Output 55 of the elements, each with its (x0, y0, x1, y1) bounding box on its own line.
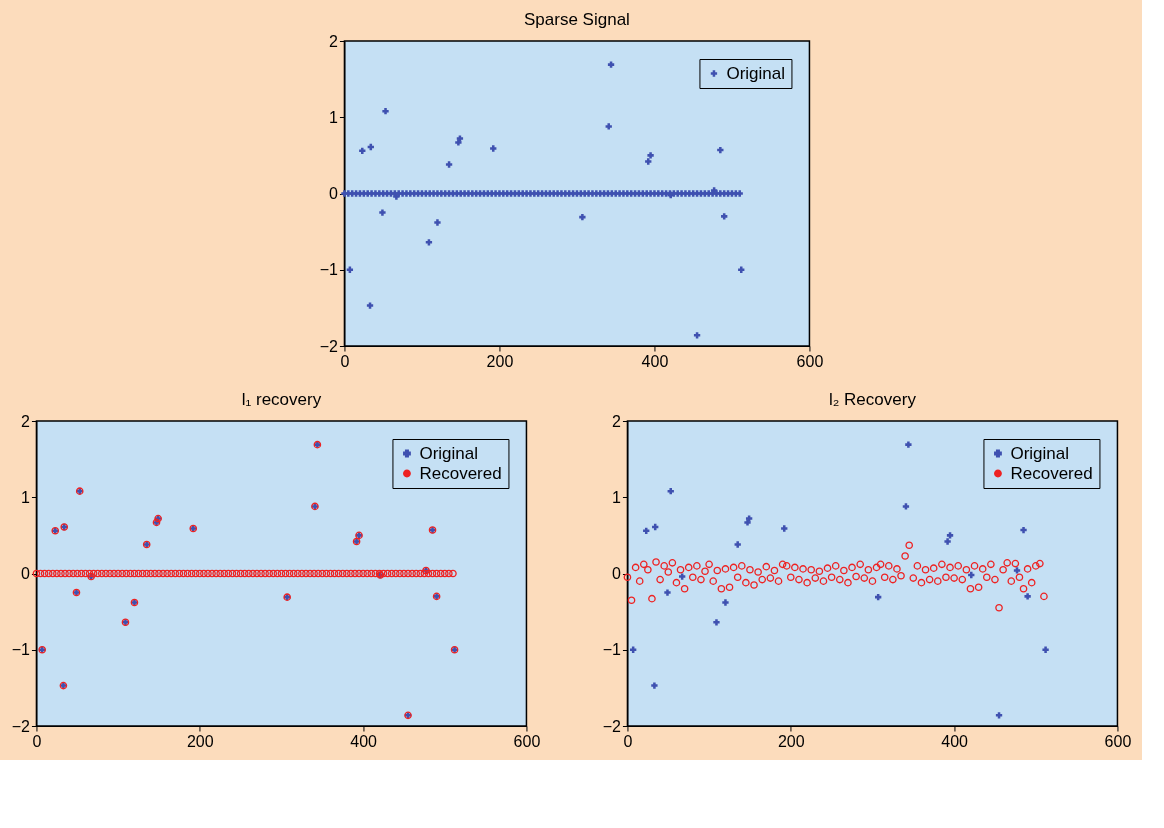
legend-label: Original (1010, 443, 1070, 463)
x-tick-label: 600 (1104, 732, 1132, 750)
point (679, 573, 686, 580)
legend-label: Original (726, 63, 786, 83)
y-tick-label: 0 (612, 565, 622, 582)
chart-title: Sparse Signal (524, 10, 630, 29)
x-tick-label: 600 (796, 352, 824, 370)
legend-label: Recovered (419, 463, 502, 483)
y-tick-label: 2 (612, 412, 622, 430)
point (781, 525, 788, 532)
point (902, 503, 910, 510)
y-tick-label: −1 (319, 261, 339, 279)
y-tick-label: −2 (11, 717, 31, 735)
y-tick-label: 0 (329, 185, 339, 202)
y-tick-label: −1 (11, 641, 31, 659)
chart-title: l₁ recovery (241, 390, 322, 409)
x-tick-label: 0 (32, 732, 42, 750)
y-tick-label: 0 (21, 565, 31, 582)
point (1042, 646, 1049, 653)
point (722, 599, 729, 606)
point (905, 441, 912, 448)
point (944, 538, 951, 545)
x-tick-label: 200 (486, 352, 514, 370)
point (1020, 526, 1027, 534)
x-tick-label: 200 (186, 732, 214, 750)
x-tick-label: 400 (941, 732, 969, 750)
point (1013, 567, 1021, 574)
x-tick-label: 400 (350, 732, 378, 750)
x-tick-label: 0 (340, 352, 350, 370)
legend-label: Recovered (1010, 463, 1093, 483)
point (995, 712, 1003, 719)
x-tick-label: 0 (623, 732, 633, 750)
y-tick-label: 1 (612, 488, 622, 506)
x-tick-label: 600 (513, 732, 541, 750)
y-tick-label: −1 (602, 641, 622, 659)
x-tick-label: 200 (777, 732, 805, 750)
point (713, 619, 720, 626)
legend-label: Original (419, 443, 479, 463)
y-tick-label: −2 (602, 717, 622, 735)
point (1024, 593, 1031, 600)
y-tick-label: 2 (21, 412, 31, 430)
chart-title: l₂ Recovery (829, 390, 917, 409)
point (745, 515, 753, 522)
point (946, 532, 954, 539)
x-tick-label: 400 (641, 352, 669, 370)
y-tick-label: −2 (319, 337, 339, 355)
point (667, 487, 674, 495)
point (630, 646, 637, 653)
point (651, 682, 658, 689)
point (968, 571, 975, 579)
y-tick-label: 1 (21, 488, 31, 506)
point (734, 541, 741, 548)
y-tick-label: 2 (329, 32, 339, 50)
y-tick-label: 1 (329, 108, 339, 126)
point (664, 589, 671, 596)
